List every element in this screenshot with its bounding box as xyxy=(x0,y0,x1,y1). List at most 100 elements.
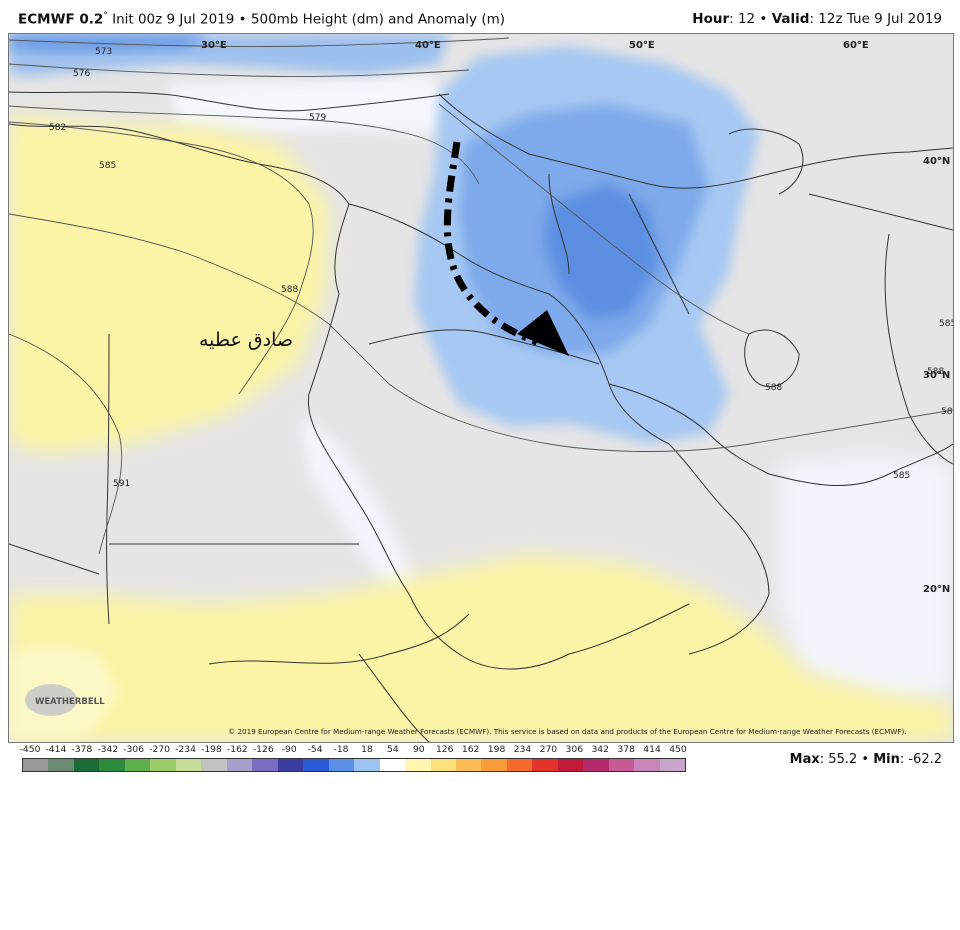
scale-tick-label: 450 xyxy=(669,744,687,755)
header-bullet-2: • xyxy=(755,11,772,27)
scale-color-swatch xyxy=(557,759,584,771)
field-name: 500mb Height (dm) and Anomaly (m) xyxy=(250,11,506,28)
logo-text: WEATHERBELL xyxy=(35,697,105,707)
map-panel: 573 576 579 582 585 588 591 588 585 585 … xyxy=(8,33,954,743)
scale-tick-label: -90 xyxy=(281,744,297,755)
height-contours xyxy=(9,37,953,555)
anomaly-color-scale: -450 -414 -378 -342 -306 -270 -234 -198 -162 -126… xyxy=(19,744,687,772)
near-neutral-redsea xyxy=(299,414,419,604)
lon-label: 40°E xyxy=(415,40,441,51)
scale-color-swatch xyxy=(150,759,176,771)
scale-color-swatch xyxy=(226,759,253,771)
scale-color-swatch xyxy=(175,759,202,771)
scale-tick-label: 54 xyxy=(387,744,399,755)
scale-tick-label: -198 xyxy=(201,744,222,755)
scale-tick-label: -162 xyxy=(226,744,248,755)
anomaly-yellow-south xyxy=(9,554,953,742)
scale-tick-label: 234 xyxy=(513,744,532,755)
scale-color-swatch xyxy=(201,759,227,771)
scale-color-swatch xyxy=(455,759,482,771)
contour-label: 585 xyxy=(939,319,953,329)
scale-tick-label: -126 xyxy=(252,744,274,755)
scale-color-bar xyxy=(22,758,686,772)
contour-label: 582 xyxy=(49,123,66,133)
anomaly-blue-north-dark xyxy=(9,34,209,52)
map-header: ECMWF 0.2° Init 00z 9 Jul 2019 • 500mb H… xyxy=(0,0,960,34)
scale-tick-label: 162 xyxy=(461,744,480,755)
scale-tick-label: -342 xyxy=(97,744,119,755)
scale-color-swatch xyxy=(379,759,406,771)
scale-color-swatch xyxy=(99,759,125,771)
scale-tick-label: 270 xyxy=(539,744,558,755)
scale-tick-labels: -450 -414 -378 -342 -306 -270 -234 -198 -162 -126… xyxy=(19,744,687,756)
contour-label: 579 xyxy=(309,113,326,123)
contour-label: 576 xyxy=(73,69,90,79)
scale-tick-label: -234 xyxy=(175,744,196,755)
near-neutral-arabiansea xyxy=(779,454,953,704)
scale-tick-label: 90 xyxy=(412,744,425,755)
min-label: Min xyxy=(873,752,900,767)
maxmin-sep: • xyxy=(857,752,874,767)
lat-label: 40°N xyxy=(923,156,950,167)
weather-map: 573 576 579 582 585 588 591 588 585 585 … xyxy=(9,34,953,742)
scale-color-swatch xyxy=(124,759,151,771)
scale-tick-label: 18 xyxy=(361,744,373,755)
near-neutral-strip xyxy=(169,76,449,134)
scale-color-swatch xyxy=(634,759,660,771)
hour-value: : 12 xyxy=(729,11,756,27)
anomaly-blue-core xyxy=(544,184,659,319)
scale-color-swatch xyxy=(48,759,74,771)
scale-tick-label: 414 xyxy=(643,744,661,755)
scale-color-swatch xyxy=(23,759,49,771)
handwritten-annotation: صادق عطيه xyxy=(199,329,293,351)
contour-label: 585 xyxy=(941,407,953,417)
scale-tick-label: 342 xyxy=(591,744,610,755)
scale-tick-label: -450 xyxy=(19,744,41,755)
degree-sign: ° xyxy=(103,11,108,21)
scale-tick-label: -414 xyxy=(45,744,67,755)
scale-tick-label: -54 xyxy=(307,744,323,755)
header-valid: Hour: 12 • Valid: 12z Tue 9 Jul 2019 xyxy=(692,11,942,27)
trough-arrow xyxy=(443,141,569,356)
scale-tick-label: 378 xyxy=(617,744,635,755)
scale-color-swatch xyxy=(659,759,686,771)
contour-label: 585 xyxy=(893,471,910,481)
lat-label: 20°N xyxy=(923,584,950,595)
contour-label: 591 xyxy=(113,479,130,489)
weatherbell-logo: WEATHERBELL xyxy=(25,684,105,716)
max-min-readout: Max: 55.2 • Min: -62.2 xyxy=(790,752,942,767)
contour-label: 588 xyxy=(281,285,298,295)
scale-color-swatch xyxy=(532,759,558,771)
scale-tick-label: -306 xyxy=(123,744,145,755)
scale-color-swatch xyxy=(328,759,355,771)
scale-color-swatch xyxy=(405,759,431,771)
scale-tick-label: -378 xyxy=(71,744,93,755)
scale-color-swatch xyxy=(73,759,100,771)
lon-label: 60°E xyxy=(843,40,869,51)
contour-label: 588 xyxy=(927,367,944,377)
scale-color-swatch xyxy=(252,759,278,771)
contour-label: 573 xyxy=(95,47,112,57)
lat-label: 30°N xyxy=(923,370,950,381)
arrow-dashed-shaft xyxy=(443,141,539,346)
scale-tick-label: 306 xyxy=(565,744,584,755)
model-name: ECMWF 0.2 xyxy=(18,11,104,28)
header-title: ECMWF 0.2° Init 00z 9 Jul 2019 • 500mb H… xyxy=(18,11,505,28)
scale-tick-label: -18 xyxy=(333,744,349,755)
scale-tick-label: 126 xyxy=(435,744,454,755)
valid-value: : 12z Tue 9 Jul 2019 xyxy=(809,11,942,27)
graticule-labels: 30°E 40°E 50°E 60°E 40°N 30°N 20°N xyxy=(201,40,950,595)
scale-color-swatch xyxy=(583,759,609,771)
scale-tick-label: 198 xyxy=(487,744,506,755)
hour-label: Hour xyxy=(692,11,730,27)
scale-tick-label: -270 xyxy=(149,744,171,755)
scale-color-swatch xyxy=(277,759,304,771)
scale-color-swatch xyxy=(506,759,533,771)
lon-label: 50°E xyxy=(629,40,655,51)
scale-color-swatch xyxy=(608,759,635,771)
max-value: : 55.2 xyxy=(819,752,858,767)
lon-label: 30°E xyxy=(201,40,227,51)
contour-label: 585 xyxy=(99,161,116,171)
copyright-notice: © 2019 European Centre for Medium-range … xyxy=(228,727,907,736)
contour-label-group: 573 576 579 582 585 588 591 588 585 585 … xyxy=(49,47,953,489)
